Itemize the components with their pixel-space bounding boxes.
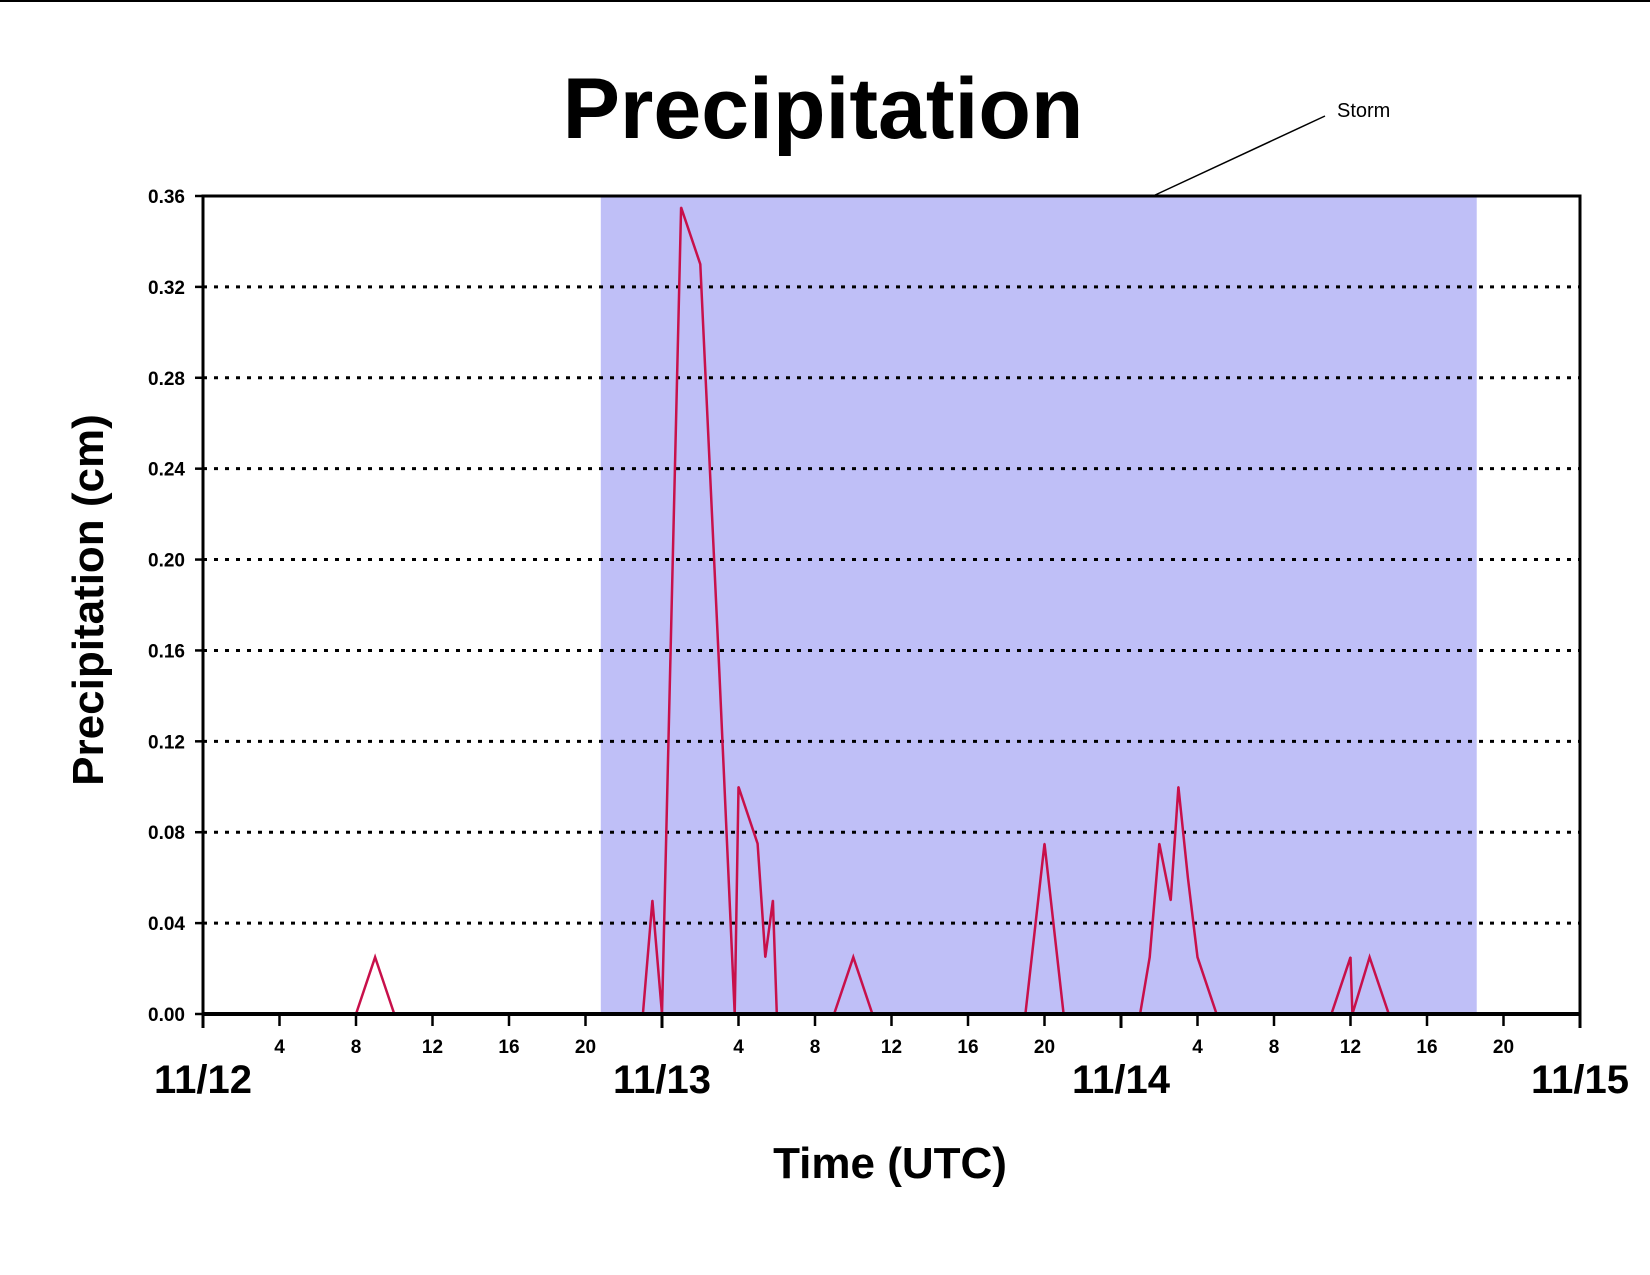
storm-period-band [600, 196, 1477, 1014]
storm-annotation-label: Storm [1337, 100, 1390, 122]
data-point-0-2 [374, 956, 376, 958]
grid-layer [203, 285, 1580, 925]
x-tick-label-8: 16 [957, 1037, 978, 1058]
data-point-0-33 [1368, 956, 1371, 958]
data-point-0-8 [699, 263, 702, 265]
x-tick-label-6: 8 [810, 1037, 821, 1058]
data-point-0-20 [1043, 842, 1046, 845]
y-tick-label-9: 0.36 [148, 187, 185, 208]
data-point-0-27 [1187, 876, 1189, 879]
data-point-0-5 [651, 899, 654, 902]
x-tick-label-11: 8 [1269, 1037, 1280, 1058]
storm-layer [600, 196, 1477, 1014]
x-tick-label-7: 12 [881, 1037, 902, 1058]
storm-leader-line [1152, 115, 1326, 197]
data-point-0-12 [756, 842, 759, 845]
y-tick-label-8: 0.32 [148, 278, 185, 299]
data-point-0-31 [1349, 956, 1352, 958]
x-tick-label-5: 4 [733, 1037, 744, 1058]
data-point-0-28 [1196, 956, 1199, 958]
day-label-0: 11/12 [154, 1058, 252, 1102]
top-border-rule [0, 0, 1650, 2]
annotation-layer: Storm [1152, 100, 1390, 197]
data-point-0-9 [718, 672, 721, 674]
data-point-0-17 [852, 956, 855, 958]
data-point-0-25 [1169, 899, 1172, 902]
data-point-0-14 [772, 899, 774, 902]
x-tick-label-1: 8 [351, 1037, 362, 1058]
data-point-0-23 [1148, 956, 1151, 958]
x-tick-label-9: 20 [1034, 1037, 1055, 1058]
y-tick-label-4: 0.16 [148, 641, 185, 662]
y-axis-label: Precipitation (cm) [64, 414, 113, 786]
x-tick-label-13: 16 [1416, 1037, 1437, 1058]
data-point-0-26 [1177, 785, 1180, 788]
x-tick-label-4: 20 [575, 1037, 596, 1058]
x-tick-layer: 4 8 12 16 20 4 8 12 16 20 4 8 12 16 20 11/12 11/13 11/14 1… [154, 1014, 1629, 1102]
x-tick-label-0: 4 [274, 1037, 285, 1058]
x-tick-label-2: 12 [422, 1037, 443, 1058]
day-label-1: 11/13 [613, 1058, 711, 1102]
y-tick-label-6: 0.24 [148, 460, 185, 481]
x-axis-label: Time (UTC) [773, 1139, 1007, 1188]
y-tick-label-7: 0.28 [148, 369, 185, 390]
x-tick-label-3: 16 [498, 1037, 519, 1058]
y-tick-layer: 0.00 0.04 0.08 0.12 0.16 0.20 0.24 0.28 0.32 0.36 [148, 187, 203, 1026]
y-tick-label-1: 0.04 [148, 914, 185, 935]
chart-title: Precipitation [563, 61, 1084, 157]
x-tick-label-12: 12 [1340, 1037, 1361, 1058]
data-point-0-13 [764, 956, 767, 958]
y-tick-label-0: 0.00 [148, 1005, 185, 1026]
y-tick-label-2: 0.08 [148, 823, 185, 844]
x-tick-label-10: 4 [1192, 1037, 1203, 1058]
x-tick-label-14: 20 [1493, 1037, 1514, 1058]
data-point-0-7 [680, 206, 682, 209]
y-tick-label-5: 0.20 [148, 551, 185, 572]
y-tick-label-3: 0.12 [148, 732, 185, 753]
day-label-2: 11/14 [1072, 1058, 1171, 1102]
day-label-3: 11/15 [1531, 1058, 1629, 1102]
data-point-0-24 [1158, 842, 1161, 845]
data-point-0-11 [737, 785, 740, 788]
